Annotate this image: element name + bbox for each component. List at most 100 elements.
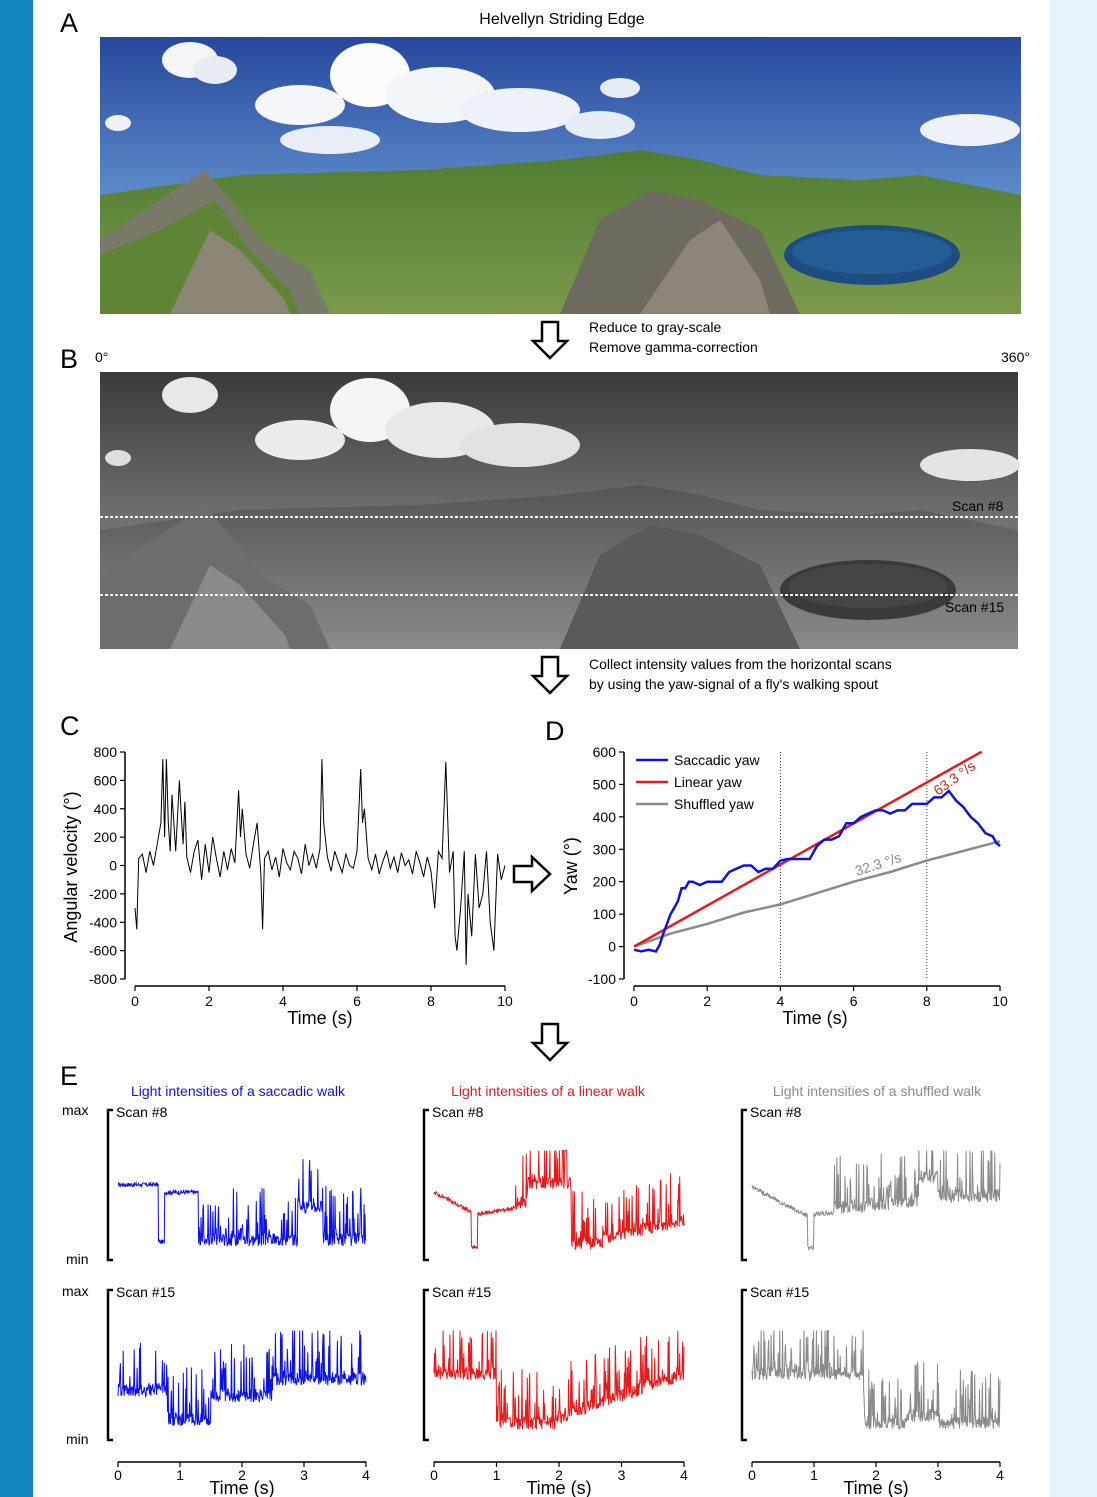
- left-color-bar: [0, 0, 33, 1497]
- y-tick-label: 600: [593, 744, 617, 760]
- right-arrow-icon: [512, 854, 552, 894]
- x-axis-label: Time (s): [209, 1478, 274, 1497]
- x-axis-label: Time (s): [526, 1478, 591, 1497]
- y-tick-label: -800: [89, 971, 117, 987]
- x-tick-label: 6: [850, 993, 858, 1009]
- series-line-saccadic-yaw: [633, 789, 1001, 953]
- step1-line2: Remove gamma-correction: [589, 339, 758, 355]
- right-color-bar: [1050, 0, 1097, 1497]
- intensity-trace-linear: [433, 1150, 685, 1251]
- intensity-bracket: [106, 1288, 113, 1442]
- x-tick-label: 2: [555, 1467, 563, 1483]
- y-tick-label: -600: [89, 943, 117, 959]
- x-tick-label: 0: [630, 993, 638, 1009]
- x-axis-label: Time (s): [843, 1478, 908, 1497]
- legend-label: Linear yaw: [674, 774, 743, 790]
- min-label: min: [66, 1431, 89, 1447]
- x-tick-label: 4: [279, 993, 287, 1009]
- intensity-bracket: [106, 1108, 113, 1262]
- down-arrow-icon: [529, 320, 571, 360]
- panel-c-letter: C: [60, 711, 80, 741]
- x-tick-label: 2: [205, 993, 213, 1009]
- x-tick-label: 4: [680, 1467, 688, 1483]
- yaw-chart: 600 500 400 300 200 100 0 -100 0 2 4 6 8 10 Saccadic y…: [588, 744, 1008, 1009]
- panel-c-ylabel: Angular velocity (°): [61, 791, 81, 942]
- x-tick-label: 0: [131, 993, 139, 1009]
- x-tick-label: 6: [353, 993, 361, 1009]
- x-tick-label: 1: [493, 1467, 501, 1483]
- panel-e-letter: E: [60, 1061, 78, 1091]
- y-tick-label: 300: [593, 841, 617, 857]
- panel-c-xlabel: Time (s): [287, 1008, 352, 1028]
- step2-line1: Collect intensity values from the horizo…: [589, 656, 892, 672]
- y-tick-label: 400: [94, 801, 118, 817]
- intensity-trace-saccadic: [117, 1159, 367, 1248]
- x-tick-label: 0: [114, 1467, 122, 1483]
- series-line-shuffled-yaw: [633, 839, 1001, 948]
- x-tick-label: 10: [992, 993, 1008, 1009]
- scan-label: Scan #8: [116, 1104, 168, 1120]
- panorama-grayscale-image: [100, 372, 1020, 649]
- y-tick-label: 0: [109, 858, 117, 874]
- scan15-label: Scan #15: [945, 599, 1004, 615]
- y-tick-label: 100: [593, 906, 617, 922]
- intensity-trace-saccadic: [117, 1330, 367, 1427]
- intensity-trace-shuffled: [751, 1150, 1001, 1252]
- x-tick-label: 0: [430, 1467, 438, 1483]
- down-arrow-icon: [529, 1022, 571, 1062]
- x-tick-label: 1: [176, 1467, 184, 1483]
- angular-velocity-line: [134, 759, 506, 965]
- x-tick-label: 0: [748, 1467, 756, 1483]
- x-tick-label: 4: [362, 1467, 370, 1483]
- degree-left-label: 0°: [95, 349, 108, 365]
- y-tick-label: 0: [608, 939, 616, 955]
- scan-label: Scan #15: [750, 1284, 809, 1300]
- panel-d-xlabel: Time (s): [782, 1008, 847, 1028]
- y-tick-label: -200: [89, 886, 117, 902]
- step2-line2: by using the yaw-signal of a fly's walki…: [589, 676, 878, 692]
- panel-a-title: Helvellyn Striding Edge: [479, 11, 645, 28]
- x-tick-label: 8: [923, 993, 931, 1009]
- y-tick-label: 800: [94, 744, 118, 760]
- legend-label: Saccadic yaw: [674, 752, 760, 768]
- y-tick-label: -100: [588, 971, 616, 987]
- intensity-trace-shuffled: [751, 1330, 1001, 1430]
- scan-label: Scan #15: [432, 1284, 491, 1300]
- x-tick-label: 3: [934, 1467, 942, 1483]
- x-tick-label: 3: [618, 1467, 626, 1483]
- y-tick-label: 200: [593, 874, 617, 890]
- angular-velocity-chart: 800 600 400 200 0 -200 -400 -600 -800 0 2 4 6 8 10: [89, 744, 513, 1009]
- down-arrow-icon: [529, 655, 571, 695]
- legend-label: Shuffled yaw: [674, 796, 755, 812]
- intensity-bracket: [740, 1288, 747, 1442]
- y-tick-label: 400: [593, 809, 617, 825]
- panel-d-letter: D: [545, 716, 565, 746]
- intensity-bracket: [422, 1108, 429, 1262]
- scan-label: Scan #15: [116, 1284, 175, 1300]
- y-tick-label: 200: [94, 829, 118, 845]
- degree-right-label: 360°: [1001, 349, 1030, 365]
- x-tick-label: 1: [810, 1467, 818, 1483]
- header-linear: Light intensities of a linear walk: [451, 1083, 646, 1099]
- y-tick-label: -400: [89, 914, 117, 930]
- x-tick-label: 4: [996, 1467, 1004, 1483]
- intensity-bracket: [422, 1288, 429, 1442]
- panel-d-ylabel: Yaw (°): [561, 837, 581, 895]
- x-tick-label: 2: [872, 1467, 880, 1483]
- panel-b-letter: B: [60, 344, 78, 374]
- max-label: max: [62, 1283, 88, 1299]
- max-label: max: [62, 1102, 88, 1118]
- x-tick-label: 2: [238, 1467, 246, 1483]
- x-tick-label: 2: [703, 993, 711, 1009]
- panel-a-letter: A: [60, 8, 78, 38]
- panorama-color-image: [100, 37, 1021, 314]
- y-tick-label: 500: [593, 776, 617, 792]
- x-tick-label: 4: [777, 993, 785, 1009]
- intensity-traces: Scan #8 Scan #15 0 1 2 3 4 Time (s) Scan #8 Scan …: [106, 1104, 1004, 1497]
- y-tick-label: 600: [94, 772, 118, 788]
- header-shuffled: Light intensities of a shuffled walk: [773, 1083, 982, 1099]
- min-label: min: [66, 1251, 89, 1267]
- intensity-bracket: [740, 1108, 747, 1262]
- x-tick-label: 10: [497, 993, 513, 1009]
- x-tick-label: 8: [427, 993, 435, 1009]
